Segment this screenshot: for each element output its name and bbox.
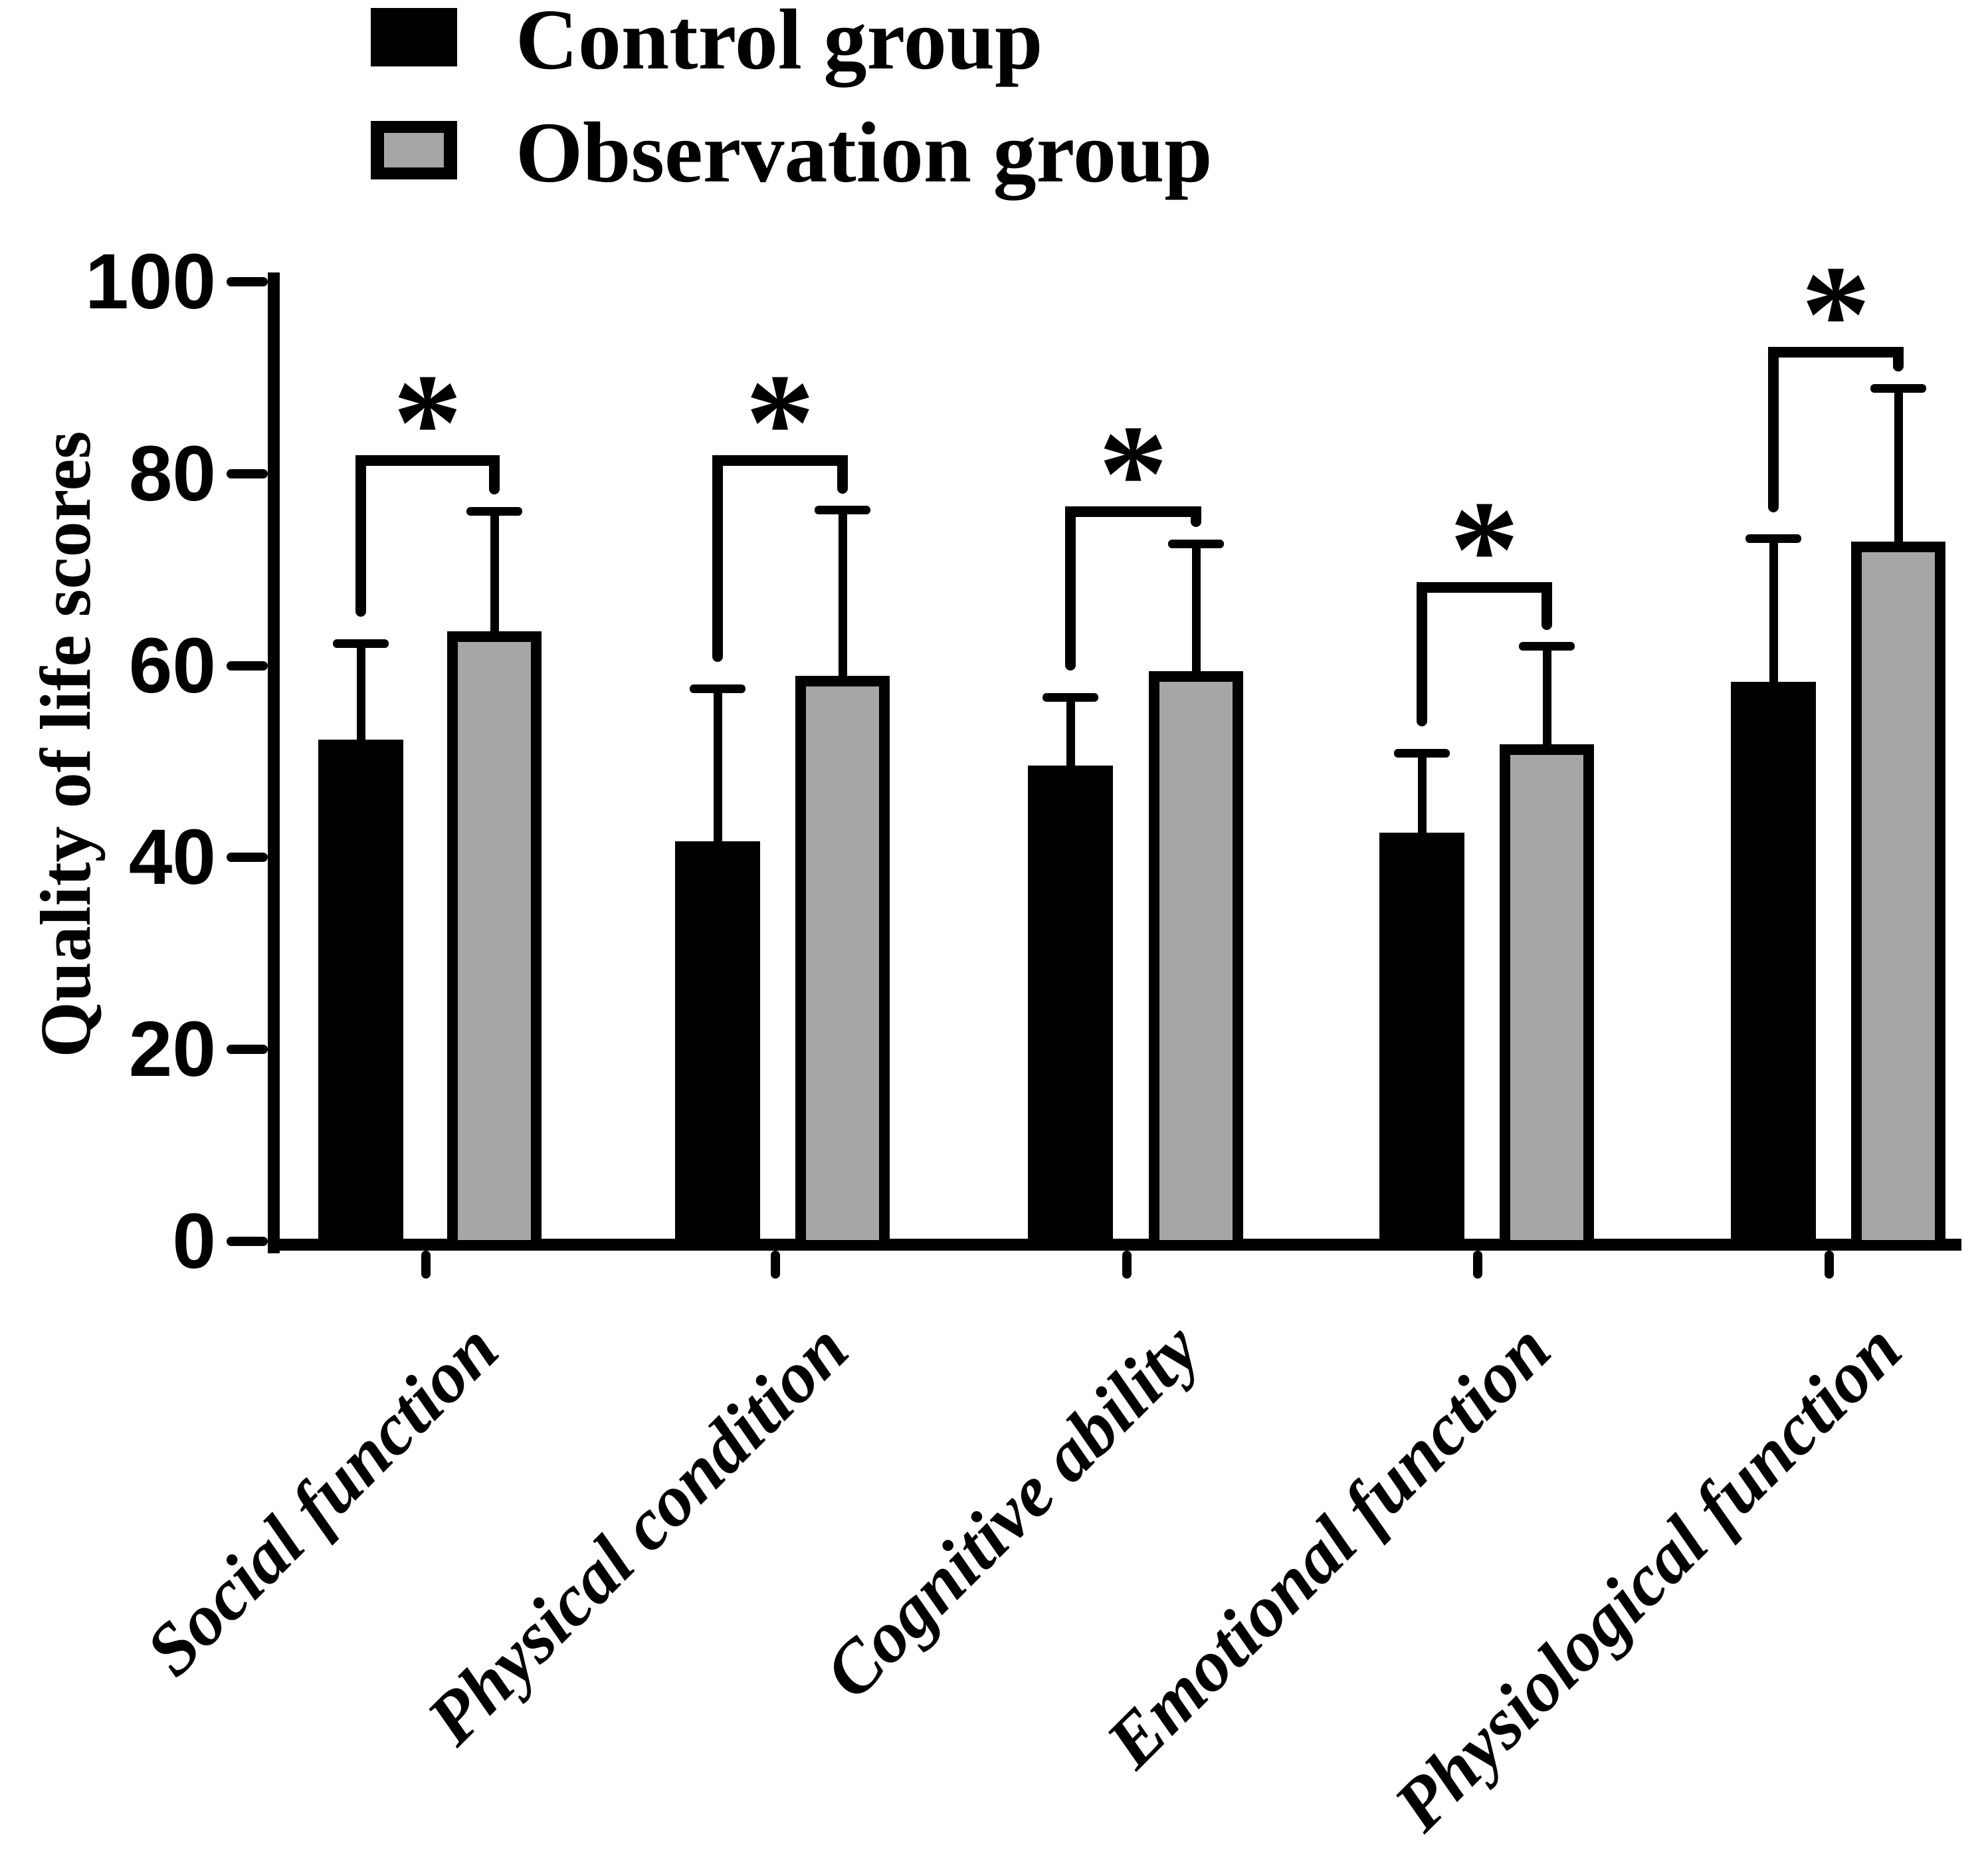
observation-bar [447,631,542,1251]
legend-item-control: Control group [371,0,1043,88]
legend-item-observation: Observation group [371,105,1213,201]
legend-label-control: Control group [516,0,1043,88]
observation-group-swatch-icon [371,121,457,179]
significance-bracket-right-leg [1893,347,1904,372]
control-error-line [713,688,722,844]
control-error-line [1066,697,1075,768]
control-bar [675,841,760,1251]
control-error-line [1417,753,1427,835]
control-error-line [356,643,365,742]
significance-bracket-right-leg [489,455,500,495]
control-bar [1028,765,1113,1251]
control-error-cap [333,639,389,648]
observation-error-line [1542,646,1551,747]
y-axis-tick-label: 20 [128,1005,216,1094]
observation-error-line [1191,544,1201,675]
observation-bar [1851,542,1945,1251]
observation-bar [1500,744,1594,1251]
control-error-cap [1394,748,1450,758]
observation-error-cap [1870,383,1926,393]
observation-bar [795,676,890,1251]
control-bar [1731,682,1816,1251]
y-axis-tick [227,661,268,671]
category-label: Social function [130,1307,514,1691]
observation-error-cap [815,506,870,515]
significance-asterisk: * [1801,237,1871,392]
category-label: Cognitive ability [808,1307,1215,1715]
y-axis-tick [227,1237,268,1246]
significance-bracket-left-leg [1417,581,1427,726]
control-bar [1379,832,1464,1251]
y-axis-tick [227,853,268,863]
x-axis-tick [1122,1251,1132,1279]
x-axis-tick [421,1251,431,1279]
y-axis-line [268,272,280,1253]
y-axis-tick [227,277,268,286]
y-axis-tick-label: 100 [85,238,216,326]
significance-bracket-left-leg [712,455,723,663]
significance-bracket [712,455,848,467]
significance-asterisk: * [745,346,815,500]
significance-bracket-right-leg [1191,506,1201,528]
y-axis-tick-label: 60 [128,621,216,710]
observation-error-line [1894,388,1903,545]
x-axis-tick [771,1251,780,1279]
significance-bracket [1065,506,1201,517]
y-axis-tick-label: 80 [128,429,216,518]
y-axis-tick [227,468,268,478]
significance-bracket-right-leg [837,455,848,494]
significance-asterisk: * [393,346,462,500]
observation-error-cap [1168,539,1224,548]
significance-bracket-right-leg [1541,581,1552,630]
significance-bracket [355,455,500,467]
control-error-cap [1043,692,1098,702]
control-error-line [1769,538,1778,685]
control-error-cap [1745,534,1801,544]
observation-error-cap [1519,642,1575,651]
y-axis-tick-label: 40 [128,813,216,902]
y-axis-tick [227,1045,268,1055]
observation-bar [1149,671,1243,1251]
observation-swatch-fill [384,133,444,167]
control-bar [318,739,403,1251]
x-axis-tick [1473,1251,1482,1279]
control-group-swatch-icon [371,8,457,66]
observation-error-line [490,511,499,634]
control-error-cap [690,684,746,693]
significance-bracket-left-leg [1065,506,1076,671]
observation-error-cap [466,506,522,516]
legend-label-observation: Observation group [516,105,1213,201]
significance-bracket-left-leg [1768,347,1779,512]
significance-asterisk: * [1449,472,1520,627]
observation-error-line [838,510,847,679]
y-axis-tick-label: 0 [172,1197,216,1285]
significance-asterisk: * [1098,396,1168,551]
significance-bracket [1417,581,1552,593]
x-axis-tick [1825,1251,1834,1279]
significance-bracket [1768,347,1904,358]
significance-bracket-left-leg [355,455,366,617]
